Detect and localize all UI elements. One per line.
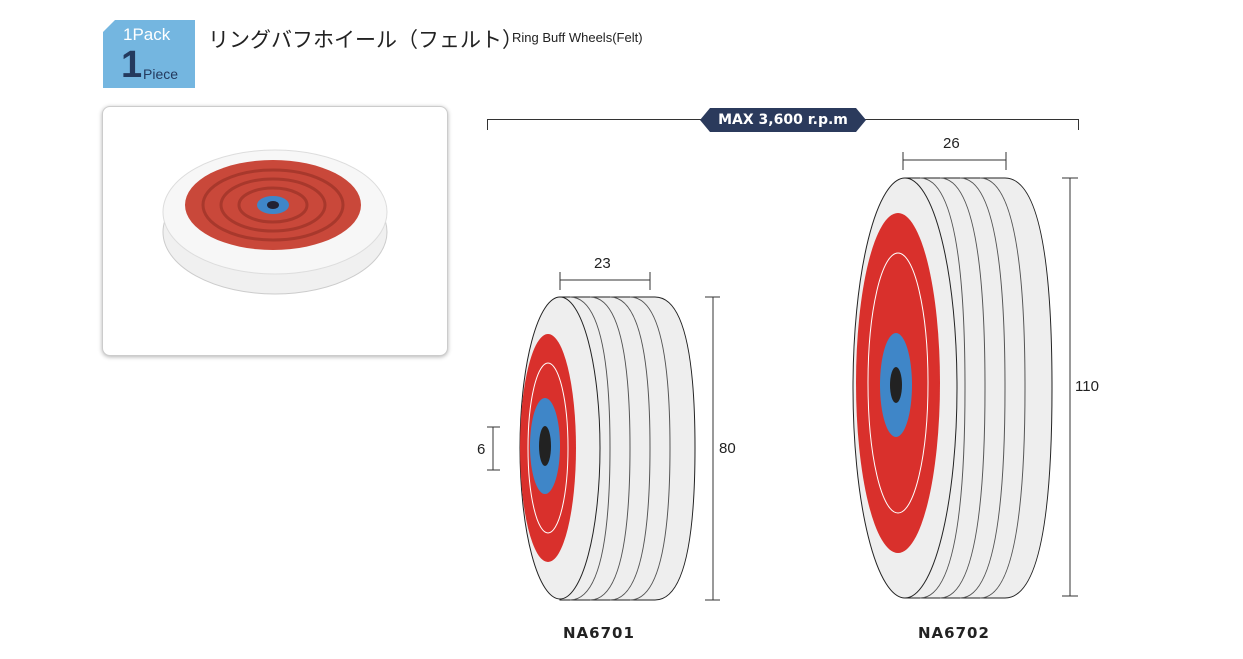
wheel-photo-image <box>162 149 388 295</box>
na6702-diameter: 110 <box>1075 378 1099 395</box>
na6702-model: NA6702 <box>918 624 990 642</box>
badge-count: 1 <box>121 44 143 86</box>
na6701-model: NA6701 <box>563 624 635 642</box>
pack-badge: 1Pack 1 Piece <box>103 20 195 88</box>
na6701-width: 23 <box>594 255 611 272</box>
title-ja: リングバフホイール（フェルト） <box>208 28 523 52</box>
product-photo <box>102 106 448 356</box>
na6702-drawing <box>852 152 1078 599</box>
badge-unit: Piece <box>143 66 179 82</box>
title-en: Ring Buff Wheels(Felt) <box>512 30 643 45</box>
na6701-diameter: 80 <box>719 440 736 457</box>
badge-pack: 1Pack <box>123 25 171 44</box>
na6702-width: 26 <box>943 135 960 152</box>
na6701-drawing <box>487 272 720 601</box>
na6701-bore: 6 <box>477 441 486 458</box>
speed-label: MAX 3,600 r.p.m <box>700 108 866 132</box>
